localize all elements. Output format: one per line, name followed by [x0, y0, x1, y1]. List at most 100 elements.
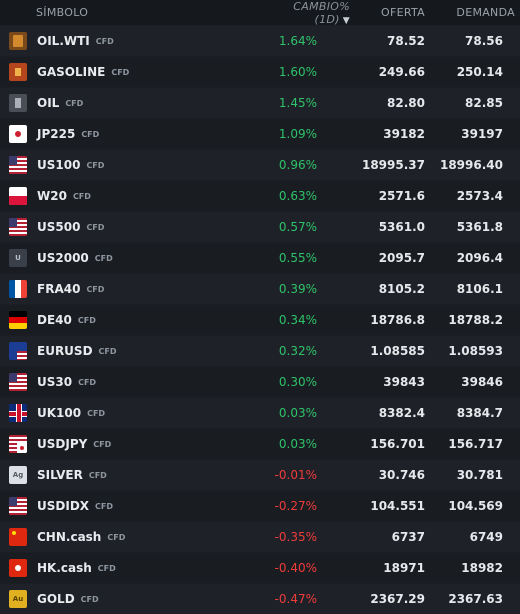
symbol-name: GOLD	[37, 592, 75, 606]
table-row[interactable]: JP225 CFD 1.09% 39182 39197	[0, 118, 520, 149]
bid-price[interactable]: 249.66	[378, 65, 425, 79]
table-row[interactable]: US100 CFD 0.96% 18995.37 18996.40	[0, 149, 520, 180]
bid-price[interactable]: 18995.37	[361, 158, 425, 172]
ask-price[interactable]: 8106.1	[456, 282, 503, 296]
symbol-name: USDJPY	[37, 437, 88, 451]
change-value: -0.27%	[274, 499, 317, 513]
cfd-badge: CFD	[98, 346, 117, 356]
table-row[interactable]: OIL CFD 1.45% 82.80 82.85	[0, 87, 520, 118]
table-row[interactable]: Au GOLD CFD -0.47% 2367.29 2367.63	[0, 583, 520, 614]
symbol-name: CHN.cash	[37, 530, 102, 544]
cfd-badge: CFD	[86, 222, 105, 232]
header-bid[interactable]: OFERTA	[381, 6, 425, 19]
bid-price[interactable]: 6737	[391, 530, 425, 544]
table-row[interactable]: UK100 CFD 0.03% 8382.4 8384.7	[0, 397, 520, 428]
cfd-badge: CFD	[95, 501, 114, 511]
table-row[interactable]: US30 CFD 0.30% 39843 39846	[0, 366, 520, 397]
symbol-cell: Ag SILVER CFD	[0, 466, 260, 484]
ask-price[interactable]: 8384.7	[456, 406, 503, 420]
symbol-cell: EURUSD CFD	[0, 342, 260, 360]
china-flag-icon	[9, 528, 27, 546]
table-row[interactable]: USDIDX CFD -0.27% 104.551 104.569	[0, 490, 520, 521]
cfd-badge: CFD	[65, 98, 84, 108]
bid-price[interactable]: 104.551	[370, 499, 425, 513]
ask-price[interactable]: 18982	[461, 561, 503, 575]
ask-price[interactable]: 2367.63	[448, 592, 503, 606]
ask-price[interactable]: 2096.4	[456, 251, 503, 265]
header-change[interactable]: CAMBIO%(1D) ▼	[260, 0, 350, 26]
table-row[interactable]: W20 CFD 0.63% 2571.6 2573.4	[0, 180, 520, 211]
silver-icon: Ag	[9, 466, 27, 484]
bid-price[interactable]: 82.80	[387, 96, 425, 110]
cfd-badge: CFD	[94, 253, 113, 263]
bid-price[interactable]: 78.52	[387, 34, 425, 48]
ask-price[interactable]: 39846	[461, 375, 503, 389]
cfd-badge: CFD	[97, 563, 116, 573]
change-value: 0.55%	[278, 251, 317, 265]
ask-price[interactable]: 250.14	[456, 65, 503, 79]
bid-price[interactable]: 2095.7	[378, 251, 425, 265]
bid-price[interactable]: 2367.29	[370, 592, 425, 606]
header-ask[interactable]: DEMANDA	[456, 6, 515, 19]
ask-price[interactable]: 39197	[461, 127, 503, 141]
symbol-name: W20	[37, 189, 67, 203]
table-row[interactable]: U US2000 CFD 0.55% 2095.7 2096.4	[0, 242, 520, 273]
bid-price[interactable]: 8105.2	[378, 282, 425, 296]
change-value: 1.60%	[278, 65, 317, 79]
ask-price[interactable]: 30.781	[456, 468, 503, 482]
symbol-cell: W20 CFD	[0, 187, 260, 205]
ask-price[interactable]: 18996.40	[439, 158, 503, 172]
bid-price[interactable]: 18971	[383, 561, 425, 575]
bid-price[interactable]: 156.701	[370, 437, 425, 451]
ask-price[interactable]: 104.569	[448, 499, 503, 513]
bid-price[interactable]: 2571.6	[378, 189, 425, 203]
symbol-name: US2000	[37, 251, 89, 265]
ask-price[interactable]: 1.08593	[448, 344, 503, 358]
bid-price[interactable]: 18786.8	[370, 313, 425, 327]
table-row[interactable]: GASOLINE CFD 1.60% 249.66 250.14	[0, 56, 520, 87]
table-row[interactable]: OIL.WTI CFD 1.64% 78.52 78.56	[0, 25, 520, 56]
ask-price[interactable]: 156.717	[448, 437, 503, 451]
table-row[interactable]: US500 CFD 0.57% 5361.0 5361.8	[0, 211, 520, 242]
change-value: 0.03%	[278, 406, 317, 420]
bid-price[interactable]: 30.746	[378, 468, 425, 482]
ask-price[interactable]: 2573.4	[456, 189, 503, 203]
ask-price[interactable]: 78.56	[465, 34, 503, 48]
table-body: OIL.WTI CFD 1.64% 78.52 78.56 GASOLINE CFD 1.60…	[0, 25, 520, 614]
cfd-badge: CFD	[77, 315, 96, 325]
ask-price[interactable]: 6749	[469, 530, 503, 544]
fuel-icon	[9, 63, 27, 81]
cfd-badge: CFD	[78, 377, 97, 387]
japan-sun-icon	[20, 446, 24, 450]
table-row[interactable]: Ag SILVER CFD -0.01% 30.746 30.781	[0, 459, 520, 490]
table-row[interactable]: CHN.cash CFD -0.35% 6737 6749	[0, 521, 520, 552]
bid-price[interactable]: 39182	[383, 127, 425, 141]
ask-price[interactable]: 5361.8	[456, 220, 503, 234]
change-value: -0.47%	[274, 592, 317, 606]
bid-price[interactable]: 8382.4	[378, 406, 425, 420]
symbol-name: FRA40	[37, 282, 81, 296]
symbol-name: US100	[37, 158, 81, 172]
icon-glyph: Au	[12, 595, 24, 603]
oil-icon	[9, 94, 27, 112]
symbol-cell: UK100 CFD	[0, 404, 260, 422]
table-row[interactable]: DE40 CFD 0.34% 18786.8 18788.2	[0, 304, 520, 335]
table-row[interactable]: FRA40 CFD 0.39% 8105.2 8106.1	[0, 273, 520, 304]
symbol-name: DE40	[37, 313, 72, 327]
header-symbol[interactable]: SÍMBOLO	[36, 6, 89, 19]
generic-index-icon: U	[9, 249, 27, 267]
bid-price[interactable]: 5361.0	[378, 220, 425, 234]
ask-price[interactable]: 82.85	[465, 96, 503, 110]
symbol-cell: U US2000 CFD	[0, 249, 260, 267]
eu-us-flag-icon	[9, 342, 27, 360]
bid-price[interactable]: 1.08585	[370, 344, 425, 358]
table-row[interactable]: USDJPY CFD 0.03% 156.701 156.717	[0, 428, 520, 459]
change-value: 1.09%	[278, 127, 317, 141]
symbol-name: US30	[37, 375, 73, 389]
bid-price[interactable]: 39843	[383, 375, 425, 389]
table-row[interactable]: EURUSD CFD 0.32% 1.08585 1.08593	[0, 335, 520, 366]
symbol-name: OIL.WTI	[37, 34, 90, 48]
table-row[interactable]: HK.cash CFD -0.40% 18971 18982	[0, 552, 520, 583]
ask-price[interactable]: 18788.2	[448, 313, 503, 327]
cfd-badge: CFD	[88, 470, 107, 480]
